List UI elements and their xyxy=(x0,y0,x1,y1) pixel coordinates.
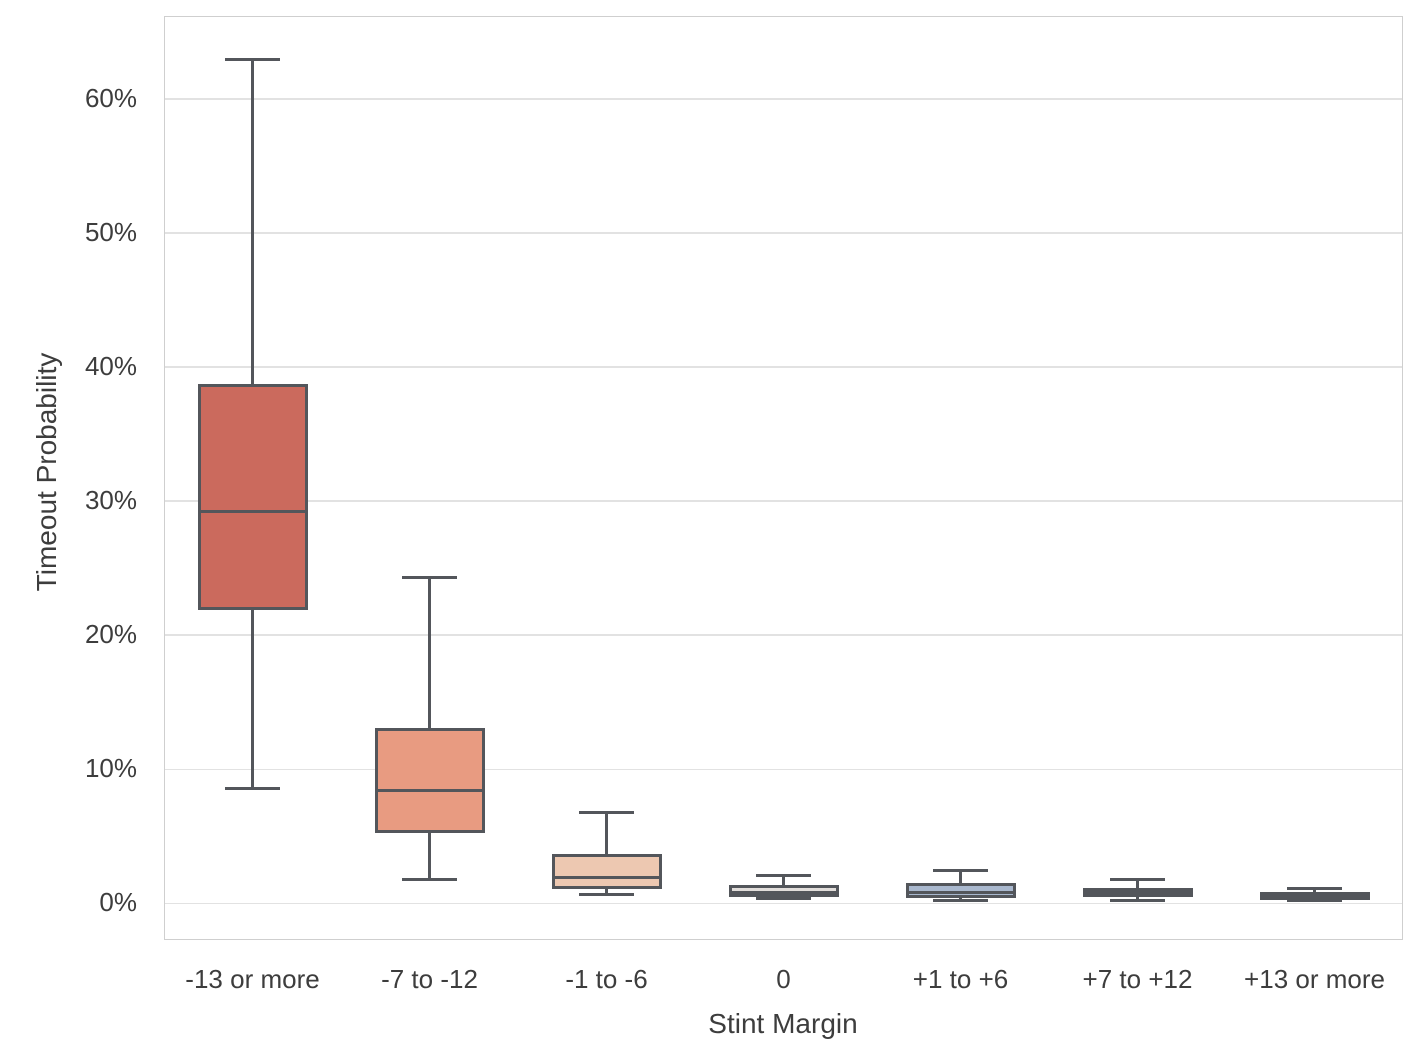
whisker-cap-top xyxy=(402,576,457,580)
box xyxy=(551,853,662,889)
y-tick-label: 40% xyxy=(84,351,137,382)
box xyxy=(197,384,308,610)
y-gridline xyxy=(165,232,1402,234)
y-gridline xyxy=(165,366,1402,368)
median-line xyxy=(1082,891,1193,895)
whisker-cap-bottom xyxy=(402,877,457,881)
median-line xyxy=(728,891,839,895)
whisker-cap-top xyxy=(1110,878,1165,882)
whisker-cap-bottom xyxy=(1287,899,1342,903)
y-gridline xyxy=(165,98,1402,100)
plot-area xyxy=(164,16,1403,940)
whisker-cap-top xyxy=(1287,886,1342,890)
whisker-cap-bottom xyxy=(933,898,988,902)
x-tick-label: +1 to +6 xyxy=(912,964,1009,994)
median-line xyxy=(551,876,662,880)
whisker-cap-bottom xyxy=(756,897,811,901)
median-line xyxy=(905,891,1016,895)
x-tick-label: +13 or more xyxy=(1244,964,1385,994)
y-tick-label: 20% xyxy=(84,619,137,650)
whisker-cap-bottom xyxy=(579,892,634,896)
whisker-cap-bottom xyxy=(225,786,280,790)
box xyxy=(374,727,485,833)
median-line xyxy=(374,789,485,793)
y-gridline xyxy=(165,768,1402,771)
whisker-cap-bottom xyxy=(1110,899,1165,903)
x-tick-label: -1 to -6 xyxy=(565,964,648,994)
y-tick-label: 0% xyxy=(99,887,137,918)
whisker-cap-top xyxy=(756,873,811,877)
y-tick-label: 50% xyxy=(84,216,137,247)
y-axis-title: Timeout Probability xyxy=(31,352,62,592)
x-tick-label: -13 or more xyxy=(185,964,320,994)
y-tick-label: 60% xyxy=(84,82,137,113)
x-tick-label: +7 to +12 xyxy=(1082,964,1193,994)
median-line xyxy=(1259,894,1370,898)
box xyxy=(728,885,839,897)
x-tick-label: -7 to -12 xyxy=(381,964,478,994)
median-line xyxy=(197,510,308,514)
whisker-cap-top xyxy=(225,58,280,62)
x-tick-label: 0 xyxy=(776,964,791,994)
whisker-cap-top xyxy=(579,810,634,814)
x-axis-title: Stint Margin xyxy=(708,1008,858,1039)
y-tick-label: 10% xyxy=(84,753,137,784)
whisker-cap-top xyxy=(933,869,988,873)
whisker-line xyxy=(605,812,608,895)
y-gridline xyxy=(165,634,1402,636)
y-tick-label: 30% xyxy=(84,485,137,516)
y-gridline xyxy=(165,500,1402,502)
y-gridline xyxy=(165,902,1402,905)
